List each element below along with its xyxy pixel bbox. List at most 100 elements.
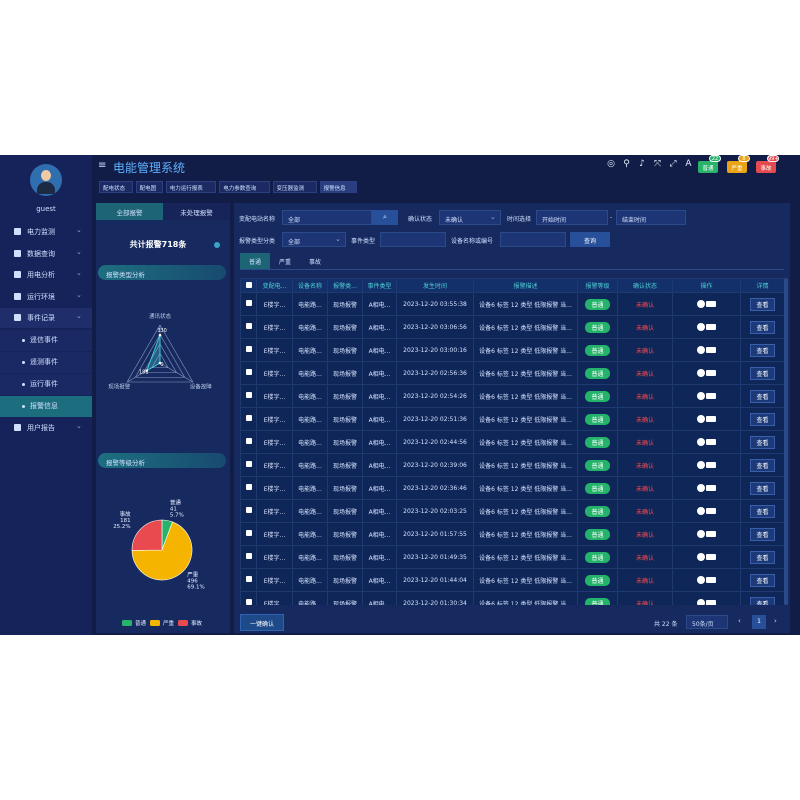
badge[interactable]: 普通 [698,161,718,173]
confirm-icon[interactable] [696,415,705,423]
row-checkbox[interactable] [240,361,257,385]
table-tab[interactable]: 普通 [240,253,270,269]
row-checkbox[interactable] [240,430,257,454]
row-checkbox[interactable] [240,453,257,477]
confirm-icon[interactable] [696,530,705,538]
confirm-icon[interactable] [696,323,705,331]
nav-tab[interactable]: 变压器监测 [272,181,317,193]
input[interactable] [380,232,446,247]
toolbar-icon[interactable]: ♪ [639,159,645,169]
video-icon[interactable] [706,508,717,514]
row-checkbox[interactable] [240,292,257,316]
confirm-all-button[interactable]: 一键确认 [240,614,284,631]
row-checkbox[interactable] [240,407,257,431]
confirm-icon[interactable] [696,484,705,492]
page-size[interactable]: 50条/页 [686,615,728,629]
table-tab[interactable]: 严重 [278,259,291,266]
confirm-icon[interactable] [696,300,705,308]
input[interactable]: 全部 ⌄ [282,232,346,247]
menu-item[interactable]: 运行环境 ⌄ [0,287,92,307]
video-icon[interactable] [706,347,717,353]
detail-button[interactable]: 查看 [750,527,775,541]
row-checkbox[interactable] [240,522,257,546]
detail-button[interactable]: 查看 [750,320,775,334]
video-icon[interactable] [706,577,717,583]
panel-tab[interactable]: 未处理报警 [163,203,230,220]
row-checkbox[interactable] [240,591,257,605]
video-icon[interactable] [706,370,717,376]
nav-tab[interactable]: 电力参数查询 [219,181,270,193]
select-all-cell[interactable] [240,278,257,293]
video-icon[interactable] [706,416,717,422]
menu-item[interactable]: 用户报告 ⌄ [0,418,92,438]
video-icon[interactable] [706,301,717,307]
input[interactable] [500,232,566,247]
confirm-icon[interactable] [696,576,705,584]
detail-button[interactable]: 查看 [750,481,775,495]
row-checkbox[interactable] [240,499,257,523]
prev-page[interactable]: ‹ [738,617,741,625]
nav-tab[interactable]: 配电状态 [99,181,133,193]
confirm-icon[interactable] [696,369,705,377]
row-checkbox[interactable] [240,315,257,339]
menu-item[interactable]: 电力监测 ⌄ [0,222,92,242]
detail-button[interactable]: 查看 [750,435,775,449]
toolbar-icon[interactable]: ⚲ [623,159,630,169]
detail-button[interactable]: 查看 [750,389,775,403]
detail-button[interactable]: 查看 [750,458,775,472]
submenu-item[interactable]: 运行事件 [0,373,92,395]
detail-button[interactable]: 查看 [750,412,775,426]
detail-button[interactable]: 查看 [750,573,775,587]
input[interactable]: 未确认 ⌄ [439,210,501,225]
input[interactable]: 全部 [282,210,372,225]
nav-tab[interactable]: 报警信息 [319,181,358,193]
menu-item[interactable]: 事件记录 ⌄ [0,308,92,328]
menu-item[interactable]: 用电分析 ⌄ [0,265,92,285]
row-checkbox[interactable] [240,568,257,592]
video-icon[interactable] [706,554,717,560]
video-icon[interactable] [706,462,717,468]
badge[interactable]: 事故 [756,161,776,173]
row-checkbox[interactable] [240,545,257,569]
detail-button[interactable]: 查看 [750,366,775,380]
toolbar-icon[interactable]: ◎ [607,159,615,169]
submenu-item[interactable]: 遥测事件 [0,351,92,373]
confirm-icon[interactable] [696,438,705,446]
video-icon[interactable] [706,485,717,491]
submenu-item[interactable]: 报警信息 [0,395,92,417]
confirm-icon[interactable] [696,392,705,400]
input[interactable]: 开始时间 [536,210,608,225]
toolbar-icon[interactable]: ⤢ [669,159,677,169]
input[interactable]: 结束时间 [616,210,686,225]
confirm-icon[interactable] [696,346,705,354]
row-checkbox[interactable] [240,384,257,408]
next-page[interactable]: › [774,617,777,625]
menu-item[interactable]: 数据查询 ⌄ [0,244,92,264]
submenu-item[interactable]: 遥信事件 [0,329,92,351]
search-icon-button[interactable]: ⌕ [372,210,398,225]
confirm-icon[interactable] [696,599,705,605]
current-page[interactable]: 1 [752,615,766,629]
video-icon[interactable] [706,439,717,445]
detail-button[interactable]: 查看 [750,550,775,564]
confirm-icon[interactable] [696,507,705,515]
search-button[interactable]: 查询 [570,232,610,247]
confirm-icon[interactable] [696,461,705,469]
detail-button[interactable]: 查看 [750,596,775,605]
detail-button[interactable]: 查看 [750,504,775,518]
video-icon[interactable] [706,393,717,399]
nav-tab[interactable]: 电力运行报表 [165,181,217,193]
detail-button[interactable]: 查看 [750,343,775,357]
table-tab[interactable]: 事故 [308,259,321,266]
row-checkbox[interactable] [240,338,257,362]
panel-tab[interactable]: 全部报警 [96,203,163,220]
nav-tab[interactable]: 配电图 [135,181,163,193]
row-checkbox[interactable] [240,476,257,500]
video-icon[interactable] [706,531,717,537]
video-icon[interactable] [706,324,717,330]
confirm-icon[interactable] [696,553,705,561]
detail-button[interactable]: 查看 [750,297,775,311]
badge[interactable]: 严重 [727,161,747,173]
video-icon[interactable] [706,600,717,605]
toolbar-icon[interactable]: A [685,159,692,169]
